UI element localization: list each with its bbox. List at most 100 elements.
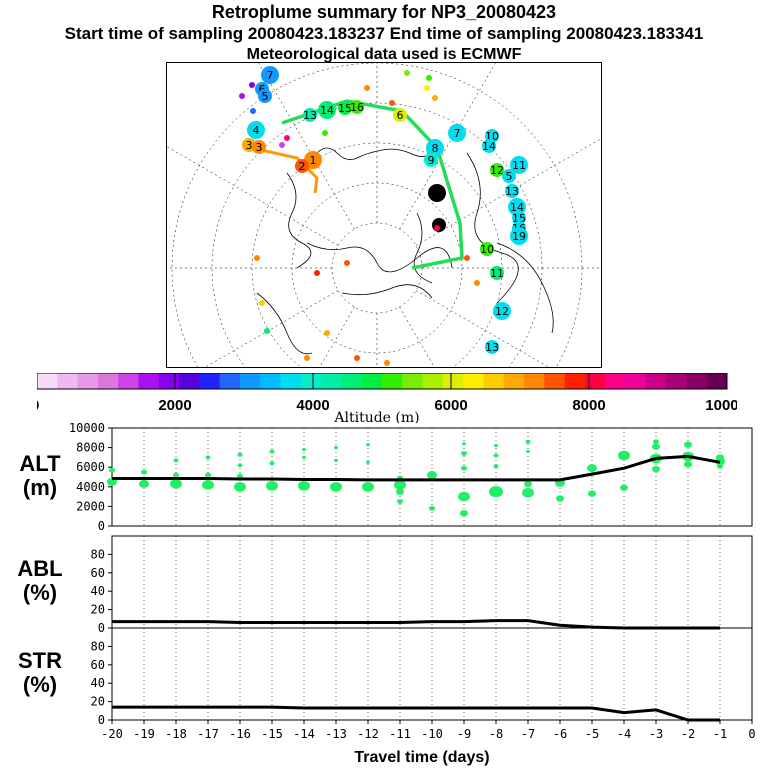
colorbar-swatch [239, 373, 261, 389]
coastline [306, 242, 453, 273]
map-marker-label: 15 [338, 102, 352, 115]
meridian-line [205, 290, 339, 367]
scatter-point [170, 479, 182, 489]
map-marker [424, 153, 438, 167]
x-tick-label: -2 [681, 727, 695, 741]
latitude-circle [291, 182, 463, 354]
y-tick-label: 60 [91, 566, 105, 580]
map-marker-label: 12 [490, 164, 504, 177]
scatter-point [458, 491, 470, 502]
scatter-point [269, 449, 275, 454]
scatter-point [526, 449, 530, 454]
map-marker [295, 159, 309, 173]
x-tick-label: -15 [261, 727, 283, 741]
y-tick-label: 60 [91, 658, 105, 672]
colorbar-swatch [463, 373, 484, 389]
map-dot [464, 255, 470, 261]
scatter-point [139, 479, 149, 488]
map-dot [389, 100, 395, 106]
colorbar-swatch [158, 373, 180, 389]
map-marker-label: 1 [310, 154, 317, 167]
colorbar-swatch [402, 373, 424, 389]
map-marker-label: 5 [262, 90, 269, 103]
x-tick-label: -19 [133, 727, 155, 741]
y-tick-label: 0 [98, 621, 105, 635]
scatter-point [234, 482, 246, 492]
map-dot [404, 70, 410, 76]
map-dot [250, 108, 256, 114]
x-tick-label: -13 [325, 727, 347, 741]
colorbar-tick-label: 0 [37, 397, 39, 414]
sampling-times: Start time of sampling 20080423.183237 E… [64, 24, 704, 43]
panel-ylabel-line1: ABL [17, 556, 62, 581]
map-dot [434, 225, 440, 231]
map-marker [252, 140, 266, 154]
y-tick-label: 0 [98, 713, 105, 727]
scatter-point [429, 505, 435, 511]
x-tick-label: -9 [457, 727, 471, 741]
x-tick-label: -7 [521, 727, 535, 741]
map-marker-label: 14 [320, 104, 334, 117]
x-tick-label: -5 [585, 727, 599, 741]
coastline [341, 284, 433, 299]
scatter-point [493, 464, 499, 469]
map-marker [490, 266, 504, 280]
colorbar-swatch [118, 373, 139, 389]
scatter-point [366, 460, 370, 464]
colorbar-tick-label: 6000 [434, 397, 467, 414]
map-marker-label: 4 [253, 124, 260, 137]
scatter-point [397, 499, 403, 504]
panel-ylabel-line2: (%) [23, 672, 57, 697]
colorbar-swatch [382, 373, 403, 389]
map-marker-label: 3 [256, 141, 263, 154]
colorbar-swatch [219, 373, 241, 389]
scatter-point [237, 452, 243, 457]
scatter-point [205, 455, 211, 460]
map-marker [490, 163, 504, 177]
map-marker [510, 227, 528, 245]
coastline [256, 292, 313, 355]
map-dot [354, 355, 360, 361]
map-marker [502, 169, 516, 183]
map-marker [428, 184, 446, 202]
scatter-point [302, 455, 306, 459]
x-tick-label: -6 [553, 727, 567, 741]
map-marker-label: 13 [303, 109, 317, 122]
map-marker-label: 9 [428, 154, 435, 167]
colorbar-tick-label: 4000 [296, 397, 329, 414]
map-marker-label: 11 [490, 267, 504, 280]
map-marker [303, 108, 317, 122]
colorbar-swatch [706, 373, 728, 389]
scatter-point [522, 487, 534, 498]
map-marker-label: 6 [397, 109, 404, 122]
map-marker-label: 14 [510, 201, 524, 214]
map-dot [424, 85, 430, 91]
scatter-point [618, 450, 630, 461]
x-tick-label: -17 [197, 727, 219, 741]
colorbar-swatch [625, 373, 647, 389]
scatter-point [684, 441, 692, 448]
x-tick-label: -4 [617, 727, 631, 741]
colorbar-swatch [503, 373, 525, 389]
panel-ylabel-line1: STR [18, 648, 62, 673]
y-tick-label: 10000 [69, 421, 105, 435]
x-tick-label: -8 [489, 727, 503, 741]
map-dot [384, 360, 390, 366]
map-dot [279, 142, 285, 148]
colorbar-swatch [361, 373, 383, 389]
map-marker [350, 100, 364, 114]
scatter-point [141, 469, 147, 475]
colorbar-swatch [341, 373, 363, 389]
map-dot [426, 75, 432, 81]
map-dot [284, 135, 290, 141]
map-dot [314, 270, 320, 276]
map-marker [512, 211, 526, 225]
colorbar-swatch [138, 373, 160, 389]
x-tick-label: -20 [101, 727, 123, 741]
scatter-point [493, 453, 499, 458]
map-marker-label: 8 [436, 219, 443, 232]
map-marker-label: 6 [259, 83, 266, 96]
scatter-point [461, 465, 467, 471]
panel-ylabel-line2: (%) [23, 580, 57, 605]
map-marker-label: 16 [350, 101, 364, 114]
